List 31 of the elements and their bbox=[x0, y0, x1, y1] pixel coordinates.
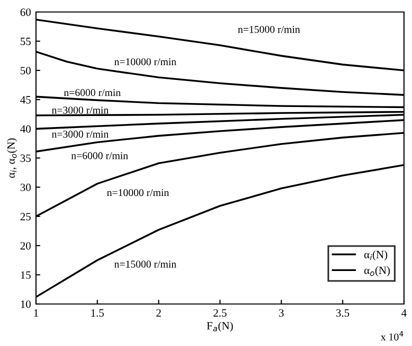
x-tick-label: 3.5 bbox=[336, 309, 350, 317]
y-axis-title: α$_{i}$, α$_{o}$(N) bbox=[7, 138, 18, 178]
y-tick-label: 20 bbox=[20, 242, 31, 250]
x-tick-label: 4 bbox=[401, 309, 407, 317]
y-tick-label: 60 bbox=[20, 8, 31, 16]
y-tick-label: 40 bbox=[20, 125, 31, 133]
annotation: n=15000 r/min bbox=[114, 260, 176, 268]
annotation: n=3000 r/min bbox=[52, 106, 109, 114]
legend-label: α$_{i}$(N) bbox=[364, 250, 388, 261]
x-tick-label: 2 bbox=[156, 309, 161, 317]
legend-label: α$_{o}$(N) bbox=[364, 266, 390, 276]
x-tick-label: 1 bbox=[34, 309, 38, 317]
y-tick-label: 55 bbox=[20, 38, 31, 46]
annotation: n=10000 r/min bbox=[107, 189, 169, 196]
y-tick-label: 25 bbox=[20, 212, 31, 220]
annotation: n=3000 r/min bbox=[52, 130, 109, 138]
annotation: n=15000 r/min bbox=[238, 26, 300, 33]
y-tick-label: 30 bbox=[20, 184, 31, 192]
annotation: n=10000 r/min bbox=[114, 58, 176, 66]
y-tick-label: 35 bbox=[20, 154, 31, 162]
annotation: n=6000 r/min bbox=[71, 152, 128, 160]
x-tick-label: 2.5 bbox=[214, 309, 227, 317]
x-tick-label: 3 bbox=[279, 309, 284, 317]
x-tick-label: 1.5 bbox=[91, 309, 104, 317]
x-axis-title: F$_{a}$(N) bbox=[206, 322, 233, 332]
text: x 10$^{4}$ bbox=[380, 331, 404, 340]
y-tick-label: 15 bbox=[21, 271, 31, 279]
y-tick-label: 10 bbox=[21, 300, 31, 308]
y-tick-label: 45 bbox=[20, 96, 31, 104]
y-tick-label: 50 bbox=[20, 66, 31, 74]
annotation: n=6000 r/min bbox=[64, 89, 121, 96]
